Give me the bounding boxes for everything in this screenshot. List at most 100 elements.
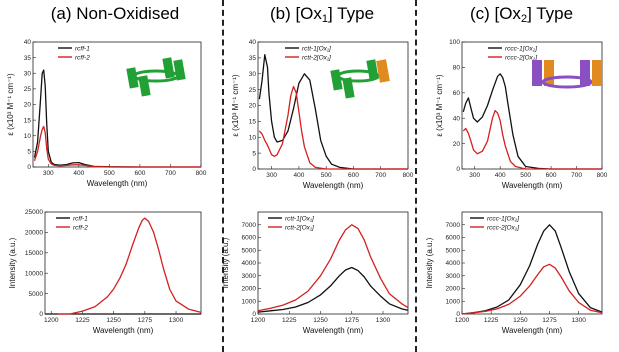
panel-title-c-main: (c) [Ox	[469, 4, 521, 23]
legend-label-1-1: rctt-2[Ox₁]	[302, 54, 331, 61]
y-axis-label-5: Intensity (a.u.)	[425, 237, 434, 288]
y-tick-label-1-6: 30	[249, 71, 257, 78]
series-line-4-0	[257, 266, 409, 313]
y-tick-label-0-7: 35	[24, 55, 32, 62]
x-tick-label-4-4: 1300	[376, 317, 391, 324]
legend-label-3-1: rcff-2	[73, 224, 88, 231]
y-tick-label-2-1: 20	[453, 141, 461, 148]
panel-title-b-sub: 1	[321, 13, 329, 25]
y-tick-label-4-5: 5000	[242, 247, 257, 254]
series-line-5-0	[461, 224, 603, 315]
x-tick-label-0-4: 700	[165, 170, 176, 177]
x-tick-label-0-1: 400	[73, 170, 84, 177]
x-tick-label-3-4: 1300	[169, 317, 184, 324]
y-tick-label-0-2: 10	[24, 133, 32, 140]
x-tick-label-1-0: 300	[266, 172, 277, 179]
series-line-4-1	[257, 224, 409, 312]
panel-divider-1	[222, 0, 224, 352]
x-tick-label-4-2: 1250	[313, 317, 328, 324]
green-molecule-icon	[126, 57, 186, 97]
legend-label-4-0: rctt-1[Ox₁]	[285, 215, 314, 222]
y-tick-label-1-0: 0	[252, 166, 256, 173]
legend-label-2-1: rccc-2[Ox₂]	[505, 54, 537, 61]
legend-label-5-1: rccc-2[Ox₂]	[487, 224, 519, 231]
x-tick-label-5-4: 1300	[571, 317, 586, 324]
x-tick-label-1-1: 400	[293, 172, 304, 179]
panel-divider-2	[415, 0, 417, 352]
legend-label-1-0: rctt-1[Ox₁]	[302, 45, 331, 52]
y-tick-label-4-0: 0	[252, 311, 256, 318]
legend-label-3-0: rcff-1	[73, 215, 88, 222]
y-tick-label-1-4: 20	[249, 103, 257, 110]
legend-label-0-1: rcff-2	[75, 54, 90, 61]
panel-title-b-main: (b) [Ox	[269, 4, 322, 23]
x-tick-label-5-2: 1250	[513, 317, 528, 324]
panel-title-c-sub: 2	[520, 13, 528, 25]
x-tick-label-3-1: 1225	[75, 317, 90, 324]
y-tick-label-4-6: 6000	[242, 235, 257, 242]
x-tick-label-2-0: 300	[469, 172, 480, 179]
series-line-0-1	[33, 125, 201, 168]
panel-title-c: (c) [Ox2] Type	[424, 4, 619, 25]
x-tick-label-0-0: 300	[43, 170, 54, 177]
series-line-3-1	[57, 217, 202, 315]
x-tick-label-5-0: 1200	[455, 317, 470, 324]
y-tick-label-3-1: 5000	[29, 291, 44, 298]
legend-label-4-1: rctt-2[Ox₁]	[285, 224, 314, 231]
y-tick-label-0-0: 0	[27, 164, 31, 171]
y-tick-label-0-4: 20	[24, 102, 32, 109]
x-tick-label-1-3: 600	[348, 172, 359, 179]
panel-title-b-tail: ] Type	[328, 4, 375, 23]
series-line-2-1	[462, 109, 602, 170]
x-tick-label-0-3: 600	[134, 170, 145, 177]
y-axis-label-1: ε (x10³ M⁻¹ cm⁻¹)	[231, 74, 240, 137]
y-tick-label-4-7: 7000	[242, 222, 257, 229]
y-tick-label-3-5: 25000	[25, 209, 43, 216]
panel-title-b: (b) [Ox1] Type	[222, 4, 422, 25]
x-tick-label-4-3: 1275	[345, 317, 360, 324]
y-tick-label-5-3: 3000	[446, 273, 461, 280]
y-tick-label-5-6: 6000	[446, 235, 461, 242]
y-tick-label-5-2: 2000	[446, 286, 461, 293]
green-orange-molecule-icon	[330, 59, 390, 99]
y-tick-label-1-5: 25	[249, 87, 257, 94]
y-axis-label-2: ε (x10³ M⁻¹ cm⁻¹)	[435, 74, 444, 137]
legend-label-2-0: rccc-1[Ox₂]	[505, 45, 537, 52]
panel-title-a-text: (a) Non-Oxidised	[50, 4, 180, 23]
x-axis-label-4: Wavelength (nm)	[303, 326, 364, 335]
y-tick-label-4-1: 1000	[242, 298, 257, 305]
x-axis-label-3: Wavelength (nm)	[93, 326, 154, 335]
x-tick-label-1-4: 700	[375, 172, 386, 179]
x-tick-label-2-3: 600	[546, 172, 557, 179]
y-tick-label-0-6: 30	[24, 70, 32, 77]
x-tick-label-2-1: 400	[495, 172, 506, 179]
y-tick-label-1-7: 35	[249, 55, 257, 62]
y-tick-label-1-3: 15	[249, 119, 257, 126]
series-line-0-0	[33, 69, 201, 168]
series-line-1-1	[258, 85, 408, 170]
y-tick-label-1-2: 10	[249, 134, 257, 141]
y-tick-label-5-4: 4000	[446, 260, 461, 267]
y-tick-label-4-4: 4000	[242, 260, 257, 267]
x-tick-label-2-4: 700	[571, 172, 582, 179]
x-tick-label-0-5: 800	[196, 170, 207, 177]
x-tick-label-2-5: 800	[597, 172, 608, 179]
x-tick-label-1-2: 500	[321, 172, 332, 179]
y-tick-label-1-1: 5	[252, 150, 256, 157]
y-tick-label-0-5: 25	[24, 86, 32, 93]
x-tick-label-1-5: 800	[403, 172, 414, 179]
y-tick-label-3-2: 10000	[25, 270, 43, 277]
panel-title-a: (a) Non-Oxidised	[20, 4, 210, 24]
x-tick-label-0-2: 500	[104, 170, 115, 177]
x-axis-label-5: Wavelength (nm)	[502, 326, 563, 335]
y-axis-label-4: Intensity (a.u.)	[221, 237, 230, 288]
legend-label-5-0: rccc-1[Ox₂]	[487, 215, 519, 222]
y-tick-label-3-3: 15000	[25, 250, 43, 257]
y-tick-label-3-0: 0	[39, 311, 43, 318]
y-tick-label-3-4: 20000	[25, 230, 43, 237]
x-axis-label-1: Wavelength (nm)	[303, 181, 364, 190]
y-tick-label-4-2: 2000	[242, 286, 257, 293]
y-tick-label-0-1: 5	[27, 149, 31, 156]
y-tick-label-2-4: 80	[453, 65, 461, 72]
